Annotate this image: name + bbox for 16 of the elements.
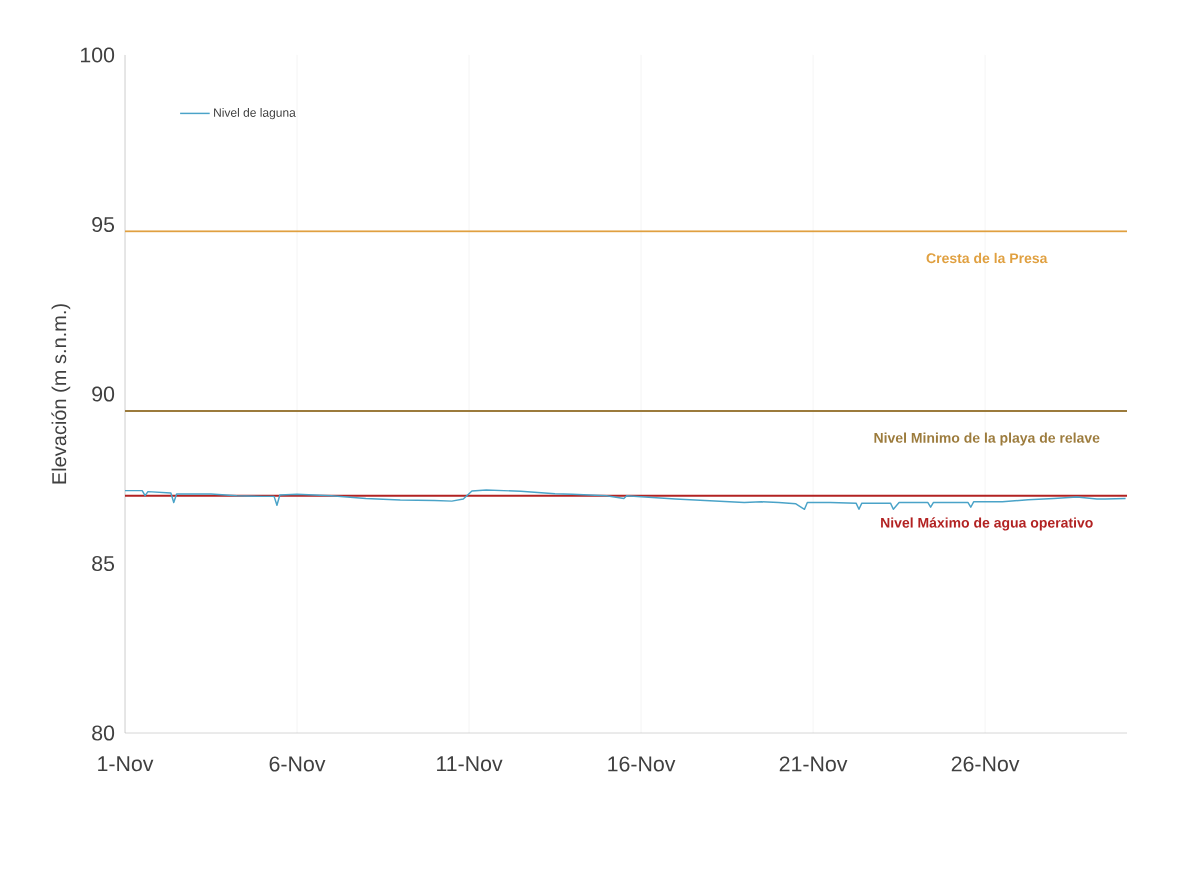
ref-line-label: Nivel Máximo de agua operativo <box>881 517 1093 531</box>
x-tick-label: 26-Nov <box>951 756 1020 772</box>
y-tick-label: 95 <box>92 216 115 233</box>
y-tick-label: 80 <box>92 725 115 741</box>
ref-line-label: Nivel Minimo de la playa de relave <box>874 432 1100 446</box>
legend-label: Nivel de laguna <box>214 108 296 120</box>
y-axis-title: Elevación (m s.n.m.) <box>51 304 71 484</box>
x-tick-label: 6-Nov <box>269 756 326 772</box>
y-tick-label: 85 <box>92 555 115 572</box>
x-tick-label: 21-Nov <box>779 756 848 772</box>
x-tick-label: 11-Nov <box>437 756 503 772</box>
y-tick-label: 90 <box>92 386 115 402</box>
x-tick-label: 16-Nov <box>608 756 676 772</box>
x-tick-label: 1-Nov <box>98 756 154 772</box>
y-tick-label: 100 <box>81 47 115 63</box>
ref-line-label: Cresta de la Presa <box>926 252 1048 264</box>
